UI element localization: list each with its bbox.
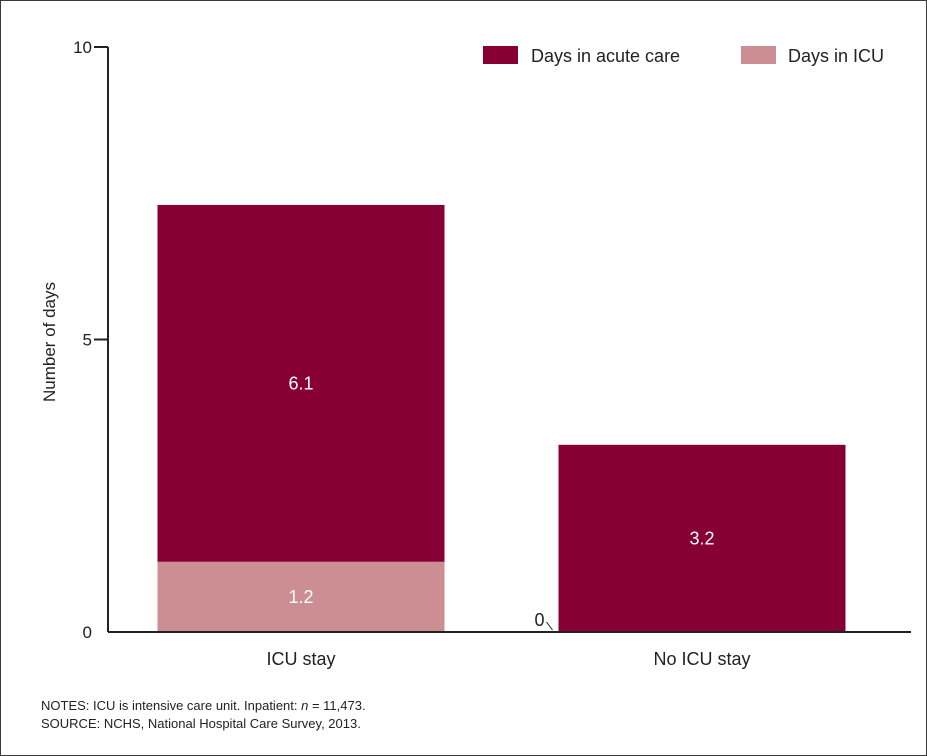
axes-group: 0 5 10 ICU stay No ICU stay	[73, 38, 911, 669]
y-tick-label: 10	[73, 38, 92, 57]
x-category-label: No ICU stay	[653, 649, 750, 669]
legend-label: Days in ICU	[788, 46, 884, 66]
bars-group	[157, 204, 846, 632]
notes-line: NOTES: ICU is intensive care unit. Inpat…	[41, 698, 366, 713]
legend-item-days-in-icu: Days in ICU	[741, 46, 884, 66]
bar-value-label: 0	[534, 610, 544, 630]
legend-swatch	[741, 46, 776, 64]
y-tick-label: 0	[83, 623, 92, 642]
stacked-bar-chart: 1.2 6.1 0 3.2 0 5 10 ICU stay No ICU stay Days …	[40, 38, 911, 669]
chart-notes: NOTES: ICU is intensive care unit. Inpat…	[41, 697, 366, 733]
legend-item-days-in-acute-care: Days in acute care	[483, 46, 680, 66]
y-axis-label: Number of days	[40, 282, 59, 402]
bar-value-label: 3.2	[689, 528, 714, 548]
legend-swatch	[483, 46, 518, 64]
source-line: SOURCE: NCHS, National Hospital Care Sur…	[41, 716, 361, 731]
bar-days-in-acute-care-1	[157, 204, 445, 562]
bar-labels-group: 1.2 6.1 0 3.2	[288, 373, 715, 631]
legend: Days in acute care Days in ICU	[483, 46, 884, 66]
bar-value-label: 6.1	[288, 373, 313, 393]
zero-label-leader	[546, 621, 553, 631]
bar-days-in-icu-1	[157, 561, 445, 632]
legend-label: Days in acute care	[531, 46, 680, 66]
bar-value-label: 1.2	[288, 587, 313, 607]
x-category-label: ICU stay	[266, 649, 335, 669]
bar-days-in-acute-care-2	[558, 444, 846, 632]
y-tick-label: 5	[83, 331, 92, 350]
